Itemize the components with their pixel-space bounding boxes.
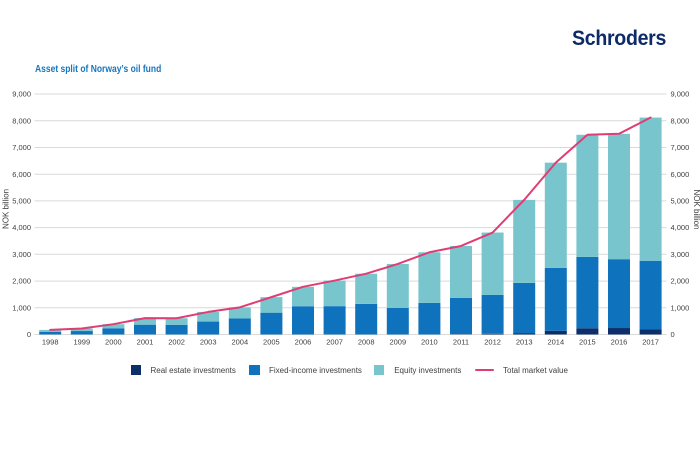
svg-text:2011: 2011 bbox=[453, 338, 469, 347]
svg-text:2001: 2001 bbox=[137, 338, 154, 347]
svg-text:2012: 2012 bbox=[484, 338, 501, 347]
svg-text:8,000: 8,000 bbox=[12, 116, 31, 125]
svg-text:3,000: 3,000 bbox=[671, 250, 690, 259]
svg-text:3,000: 3,000 bbox=[12, 250, 31, 259]
svg-text:2003: 2003 bbox=[200, 338, 217, 347]
svg-text:7,000: 7,000 bbox=[671, 143, 690, 152]
svg-text:8,000: 8,000 bbox=[671, 116, 690, 125]
svg-text:6,000: 6,000 bbox=[671, 170, 690, 179]
svg-text:6,000: 6,000 bbox=[12, 170, 31, 179]
svg-text:9,000: 9,000 bbox=[671, 90, 690, 99]
svg-text:2013: 2013 bbox=[516, 338, 533, 347]
svg-text:2000: 2000 bbox=[105, 338, 122, 347]
svg-text:2002: 2002 bbox=[168, 338, 185, 347]
svg-text:1,000: 1,000 bbox=[671, 303, 690, 312]
svg-text:2007: 2007 bbox=[326, 338, 343, 347]
svg-text:7,000: 7,000 bbox=[12, 143, 31, 152]
svg-text:2017: 2017 bbox=[642, 338, 659, 347]
svg-text:2,000: 2,000 bbox=[12, 277, 31, 286]
svg-text:0: 0 bbox=[671, 330, 675, 339]
svg-text:1999: 1999 bbox=[73, 338, 90, 347]
svg-text:2006: 2006 bbox=[295, 338, 312, 347]
svg-text:2016: 2016 bbox=[611, 338, 628, 347]
svg-text:2009: 2009 bbox=[389, 338, 406, 347]
svg-text:5,000: 5,000 bbox=[12, 197, 31, 206]
svg-text:2005: 2005 bbox=[263, 338, 280, 347]
svg-text:2004: 2004 bbox=[231, 338, 248, 347]
svg-text:1,000: 1,000 bbox=[12, 303, 31, 312]
svg-text:4,000: 4,000 bbox=[12, 223, 31, 232]
svg-text:2,000: 2,000 bbox=[671, 277, 690, 286]
svg-text:2008: 2008 bbox=[358, 338, 375, 347]
svg-text:2015: 2015 bbox=[579, 338, 596, 347]
svg-text:4,000: 4,000 bbox=[671, 223, 690, 232]
svg-text:0: 0 bbox=[27, 330, 31, 339]
svg-text:NOK billion: NOK billion bbox=[692, 189, 700, 229]
svg-text:9,000: 9,000 bbox=[12, 90, 31, 99]
svg-text:NOK billion: NOK billion bbox=[2, 189, 11, 229]
svg-text:2014: 2014 bbox=[547, 338, 564, 347]
svg-text:1998: 1998 bbox=[42, 338, 59, 347]
svg-text:5,000: 5,000 bbox=[671, 197, 690, 206]
svg-text:2010: 2010 bbox=[421, 338, 438, 347]
